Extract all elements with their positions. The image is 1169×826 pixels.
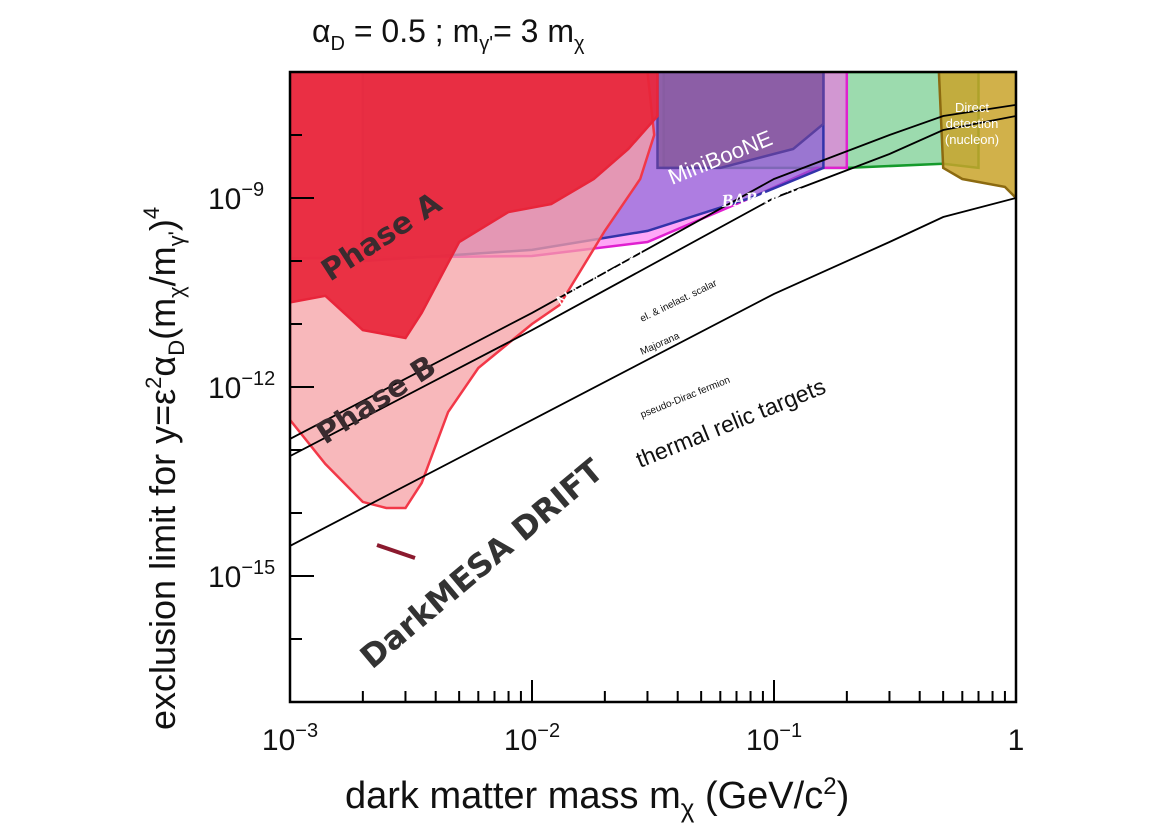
relic-line-majorana — [290, 115, 1016, 457]
relic-line-el-inelast-scalar — [290, 104, 1016, 440]
region-miniboone — [656, 72, 825, 170]
x-tick-label: 10−3 — [262, 720, 318, 757]
x-tick-label: 10−2 — [504, 720, 560, 757]
plot-area — [290, 72, 1016, 547]
y-axis-label: exclusion limit for y=ε2αD(mχ/mγ')4 — [139, 207, 189, 730]
label-direct-1: Direct — [955, 100, 989, 115]
region-direct-detection-nucleon — [937, 72, 1016, 200]
label-thermal: thermal relic targets — [632, 373, 829, 473]
label-direct-3: (nucleon) — [945, 132, 999, 147]
relic-line-pseudo-dirac-fermion — [290, 197, 1016, 547]
x-tick-label: 1 — [1008, 724, 1025, 757]
x-tick-label: 10−1 — [746, 720, 802, 757]
y-tick-label: 10−9 — [208, 179, 264, 216]
axis-ticks: 10−3 10−2 10−1 1 10−9 10−12 10−15 — [208, 71, 1025, 757]
x-axis-label: dark matter mass mχ (GeV/c2) — [345, 773, 849, 823]
y-tick-label: 10−12 — [208, 368, 275, 405]
chart-title: αD = 0.5 ; mγ'= 3 mχ — [312, 13, 585, 55]
label-direct-2: detection — [946, 116, 999, 131]
drift-marker — [376, 543, 416, 560]
y-tick-label: 10−15 — [208, 557, 275, 594]
region-phase-a — [290, 72, 659, 340]
